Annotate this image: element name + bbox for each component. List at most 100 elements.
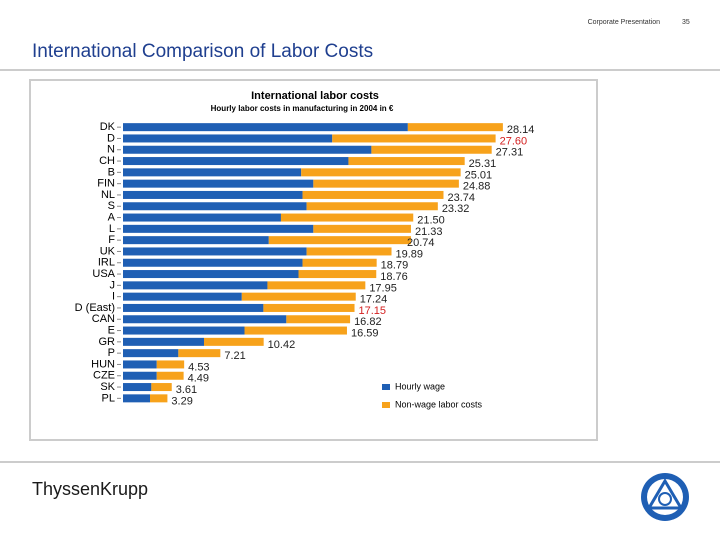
- total-label: 17.15: [359, 305, 387, 317]
- bar-segment: [123, 270, 299, 279]
- total-label: 16.82: [354, 316, 382, 328]
- bar-segment: [301, 168, 461, 177]
- category-label: SK: [100, 381, 115, 393]
- bar-segment: [302, 190, 444, 199]
- category-label: L: [109, 223, 115, 235]
- bar-segment: [123, 315, 287, 324]
- page-number: 35: [682, 19, 690, 26]
- category-label: F: [108, 234, 115, 246]
- bar-segment: [313, 224, 411, 233]
- bar-segment: [298, 270, 377, 279]
- bar-segment: [150, 394, 168, 403]
- category-label: FIN: [97, 178, 115, 190]
- category-label: HUN: [91, 358, 115, 370]
- total-label: 3.29: [171, 395, 192, 407]
- bar-segment: [123, 349, 179, 358]
- bar-segment: [156, 360, 185, 369]
- category-label: B: [108, 166, 115, 178]
- bar-segment: [123, 337, 204, 346]
- bar-segment: [123, 202, 307, 211]
- plot: DK 28.14 D 27.60 N 27.31 CH 25.31 B 25.01 FIN 24.88…: [75, 121, 535, 409]
- logo: [641, 473, 689, 521]
- category-label: CAN: [92, 313, 115, 325]
- total-label: 3.61: [176, 384, 197, 396]
- category-label: NL: [101, 189, 115, 201]
- bar-segment: [123, 258, 303, 267]
- total-label: 27.31: [496, 147, 524, 159]
- bar-segment: [268, 236, 411, 245]
- category-label: IRL: [98, 257, 115, 269]
- total-label: 4.53: [188, 361, 209, 373]
- bar-segment: [123, 190, 303, 199]
- category-label: DK: [100, 121, 116, 133]
- bar-segment: [306, 202, 438, 211]
- total-label: 25.01: [465, 169, 493, 181]
- total-label: 7.21: [224, 350, 245, 362]
- category-label: UK: [100, 245, 116, 257]
- total-label: 23.74: [447, 192, 475, 204]
- bar-segment: [123, 134, 333, 143]
- bar-segment: [123, 247, 307, 256]
- bar-segment: [371, 145, 492, 154]
- total-label: 20.74: [407, 237, 435, 249]
- category-label: S: [108, 200, 115, 212]
- total-label: 18.79: [381, 260, 409, 272]
- total-label: 18.76: [380, 271, 408, 283]
- total-label: 25.31: [469, 158, 497, 170]
- footer-brand: ThyssenKrupp: [32, 479, 148, 499]
- chart-title: International labor costs: [251, 90, 379, 102]
- total-label: 19.89: [396, 248, 424, 260]
- bar-segment: [332, 134, 496, 143]
- category-label: GR: [99, 336, 116, 348]
- bar-segment: [123, 326, 245, 335]
- total-label: 17.95: [369, 282, 397, 294]
- bar-segment: [302, 258, 377, 267]
- category-label: P: [108, 347, 115, 359]
- bar-segment: [151, 383, 172, 392]
- bar-segment: [348, 157, 465, 166]
- bar-segment: [267, 281, 366, 290]
- header-section: Corporate Presentation: [588, 19, 660, 26]
- bar-segment: [123, 168, 302, 177]
- category-label: A: [108, 211, 116, 223]
- category-label: J: [110, 279, 116, 291]
- bar-segment: [241, 292, 356, 301]
- total-label: 24.88: [463, 181, 491, 193]
- bar-segment: [123, 371, 157, 380]
- total-label: 4.49: [188, 373, 209, 385]
- bar-segment: [123, 236, 269, 245]
- bar-segment: [123, 383, 152, 392]
- category-label: CZE: [93, 370, 115, 382]
- legend-swatch: [382, 384, 390, 390]
- bar-segment: [123, 157, 349, 166]
- bar-segment: [123, 145, 372, 154]
- bar-segment: [123, 281, 268, 290]
- category-label: N: [107, 144, 115, 156]
- category-label: USA: [92, 268, 115, 280]
- bar-segment: [123, 224, 314, 233]
- category-label: D (East): [75, 302, 115, 314]
- total-label: 23.32: [442, 203, 470, 215]
- bar-segment: [123, 360, 157, 369]
- bar-segment: [123, 213, 281, 222]
- legend-swatch: [382, 402, 390, 408]
- legend-label: Hourly wage: [395, 381, 445, 391]
- bar-segment: [306, 247, 392, 256]
- total-label: 21.50: [417, 214, 445, 226]
- bar-segment: [123, 303, 264, 312]
- bar-segment: [178, 349, 221, 358]
- category-label: PL: [102, 392, 115, 404]
- bar-segment: [263, 303, 355, 312]
- bar-segment: [123, 292, 242, 301]
- bar-segment: [123, 123, 408, 132]
- bar-segment: [156, 371, 184, 380]
- total-label: 21.33: [415, 226, 443, 238]
- bar-segment: [123, 179, 314, 188]
- bar-segment: [244, 326, 347, 335]
- bar-segment: [407, 123, 503, 132]
- total-label: 27.60: [500, 135, 528, 147]
- total-label: 17.24: [360, 294, 388, 306]
- chart-subtitle: Hourly labor costs in manufacturing in 2…: [211, 104, 394, 113]
